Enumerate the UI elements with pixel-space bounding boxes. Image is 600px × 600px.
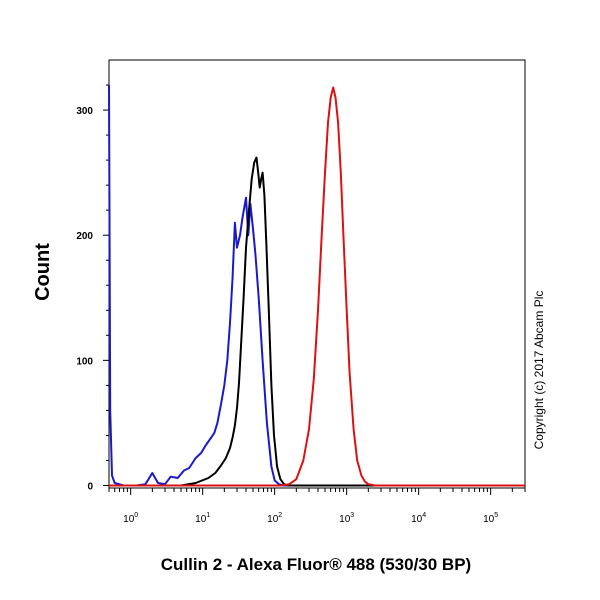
series-line-1 [108,84,525,487]
x-tick-label: 103 [339,512,354,525]
y-tick-label: 200 [76,231,93,242]
x-tick-label: 105 [483,512,498,525]
series-layer [108,84,525,487]
series-line-3 [109,86,525,487]
x-axis-label: Cullin 2 - Alexa Fluor® 488 (530/30 BP) [161,555,471,574]
x-tick-label: 100 [123,512,138,525]
copyright-text: Copyright (c) 2017 Abcam Plc [532,291,546,450]
y-tick-label: 100 [76,356,93,367]
y-tick-label: 300 [76,106,93,117]
x-tick-label: 102 [267,512,282,525]
y-axis-label: Count [32,243,54,301]
x-axis: 100 101 102 103 104 105 [108,488,526,525]
y-tick-label: 0 [87,481,93,492]
x-tick-label: 101 [195,512,210,525]
x-tick-label: 104 [411,512,426,525]
series-line-2 [109,156,525,487]
